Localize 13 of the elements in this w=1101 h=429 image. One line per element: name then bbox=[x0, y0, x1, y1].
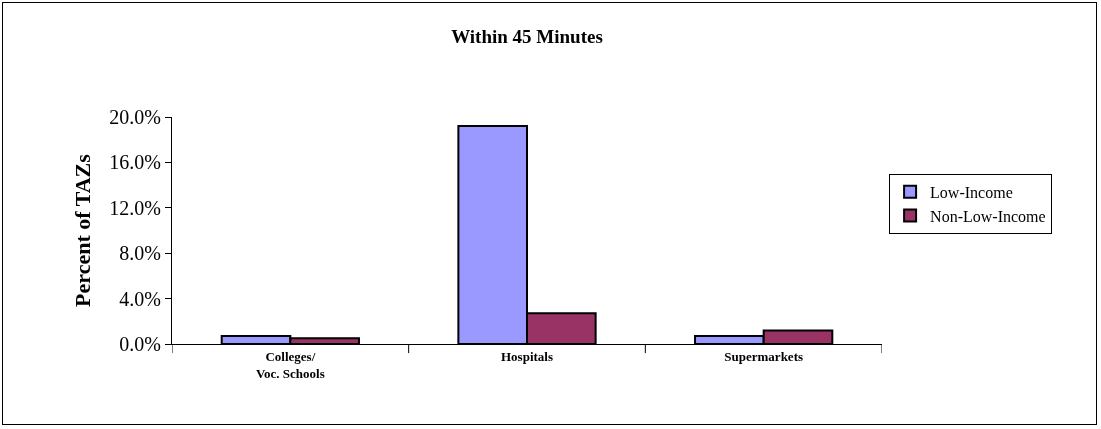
legend-label: Non-Low-Income bbox=[930, 207, 1046, 225]
legend-label: Low-Income bbox=[930, 183, 1013, 201]
y-tick-label: 8.0% bbox=[119, 242, 161, 265]
y-axis-title: Percent of TAZs bbox=[70, 153, 96, 307]
y-tick-label: 0.0% bbox=[119, 333, 161, 355]
y-tick-label: 16.0% bbox=[109, 151, 161, 174]
y-tick-label: 12.0% bbox=[109, 196, 161, 219]
chart-title: Within 45 Minutes bbox=[451, 26, 603, 48]
x-tick-label: Colleges/ Voc. Schools bbox=[255, 348, 325, 381]
x-tick-label: Hospitals bbox=[500, 348, 554, 364]
x-tick-label: Supermarkets bbox=[724, 348, 804, 364]
y-tick-label: 20.0% bbox=[109, 106, 161, 128]
y-tick-label: 4.0% bbox=[119, 287, 161, 310]
